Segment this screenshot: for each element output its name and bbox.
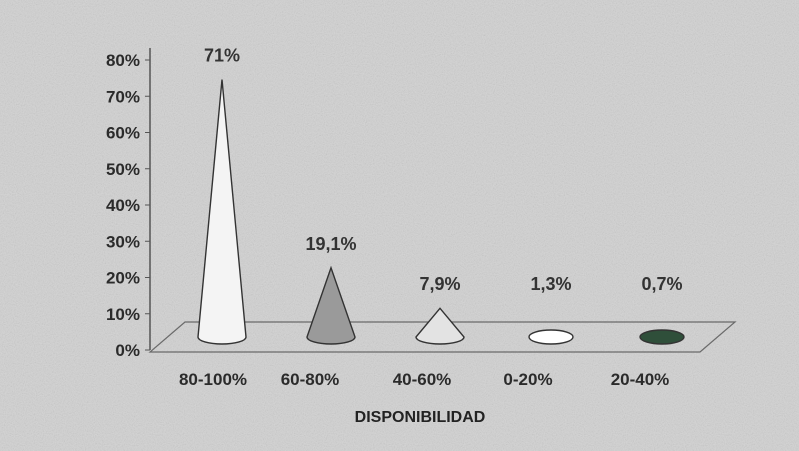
data-label: 7,9% xyxy=(419,274,460,294)
y-tick-label: 30% xyxy=(106,232,140,251)
y-tick-label: 40% xyxy=(106,196,140,215)
data-label: 71% xyxy=(204,46,240,66)
cone-4 xyxy=(528,329,574,345)
cone-body xyxy=(306,265,356,345)
data-label: 1,3% xyxy=(530,274,571,294)
cone-body xyxy=(415,307,465,345)
cone-1 xyxy=(197,79,247,345)
category-label: 20-40% xyxy=(611,370,670,389)
cone-body xyxy=(197,79,247,345)
data-labels: 71% 19,1% 7,9% 1,3% 0,7% xyxy=(204,46,683,294)
cone-marks xyxy=(197,79,685,345)
y-tick-label: 0% xyxy=(115,341,140,360)
cone-2 xyxy=(306,265,356,345)
data-label: 0,7% xyxy=(641,274,682,294)
x-axis-title: DISPONIBILIDAD xyxy=(355,409,486,426)
cone-body xyxy=(639,329,685,345)
category-labels: 80-100% 60-80% 40-60% 0-20% 20-40% xyxy=(179,370,669,389)
cone-5 xyxy=(639,329,685,345)
cone-body xyxy=(528,329,574,345)
cone-3 xyxy=(415,307,465,345)
y-tick-label: 10% xyxy=(106,305,140,324)
category-label: 0-20% xyxy=(503,370,552,389)
y-tick-label: 50% xyxy=(106,160,140,179)
category-label: 80-100% xyxy=(179,370,247,389)
y-tick-label: 20% xyxy=(106,269,140,288)
category-label: 60-80% xyxy=(281,370,340,389)
y-tick-label: 80% xyxy=(106,51,140,70)
y-tick-label: 70% xyxy=(106,87,140,106)
y-tick-label: 60% xyxy=(106,124,140,143)
axes-layer xyxy=(145,48,737,353)
chart-floor xyxy=(148,321,737,353)
category-label: 40-60% xyxy=(393,370,452,389)
y-tick-labels: 0% 10% 20% 30% 40% 50% 60% 70% 80% xyxy=(106,51,140,360)
data-label: 19,1% xyxy=(305,234,356,254)
